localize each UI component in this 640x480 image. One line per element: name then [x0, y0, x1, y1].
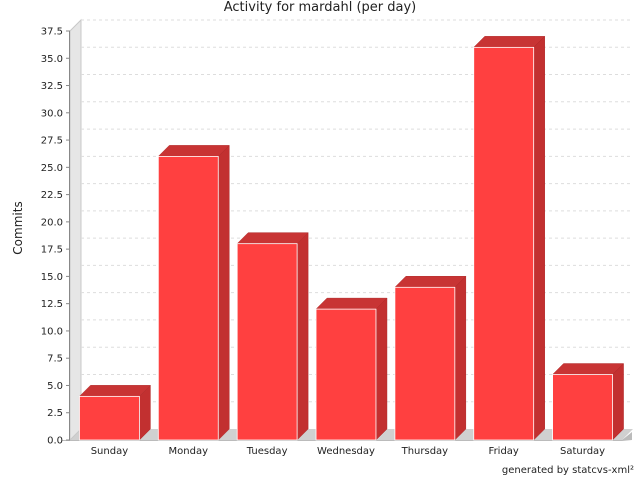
y-tick-label: 37.5: [41, 27, 63, 38]
x-category-label: Friday: [489, 446, 519, 457]
y-tick-label: 27.5: [41, 136, 63, 147]
bar-side-face: [296, 232, 309, 441]
bar-top-face: [473, 36, 546, 48]
bar-top-face: [78, 385, 151, 397]
y-tick-label: 35.0: [41, 54, 63, 65]
y-tick-label: 30.0: [41, 108, 63, 119]
bar: [236, 243, 298, 441]
bar: [315, 308, 377, 441]
y-tick-label: 25.0: [41, 163, 63, 174]
y-tick-label: 20.0: [41, 217, 63, 228]
credit-footer: generated by statcvs-xml²: [501, 465, 634, 476]
x-category-label: Saturday: [560, 446, 605, 457]
bar-top-face: [552, 363, 625, 375]
bar: [473, 46, 535, 441]
y-tick-label: 0.0: [47, 436, 63, 447]
y-tick-label: 12.5: [41, 299, 63, 310]
y-tick-label: 32.5: [41, 81, 63, 92]
bar-side-face: [375, 297, 388, 441]
bar-top-face: [236, 232, 309, 244]
y-tick-label: 10.0: [41, 326, 63, 337]
bar-side-face: [454, 275, 467, 441]
bar-side-face: [218, 144, 230, 441]
y-tick-label: 22.5: [41, 190, 63, 201]
bar-side-face: [533, 35, 545, 441]
bar-top-face: [315, 297, 388, 310]
bar: [157, 156, 219, 441]
y-tick-label: 17.5: [41, 245, 63, 256]
x-category-label: Monday: [169, 446, 209, 457]
x-category-label: Wednesday: [317, 446, 375, 457]
y-tick-label: 2.5: [47, 408, 63, 419]
y-tick-label: 5.0: [47, 381, 63, 392]
bar: [552, 374, 613, 441]
bar-top-face: [394, 276, 467, 288]
x-category-label: Sunday: [91, 446, 128, 457]
x-category-label: Thursday: [401, 446, 449, 457]
chart-title: Activity for mardahl (per day): [223, 0, 417, 15]
bar-side-face: [612, 362, 624, 441]
y-tick-label: 15.0: [41, 272, 63, 283]
bar: [79, 395, 140, 441]
y-tick-label: 7.5: [47, 354, 63, 365]
bar: [394, 286, 456, 441]
x-category-label: Tuesday: [246, 446, 288, 457]
bar-top-face: [157, 145, 230, 157]
plot-side-wall: [69, 18, 82, 442]
